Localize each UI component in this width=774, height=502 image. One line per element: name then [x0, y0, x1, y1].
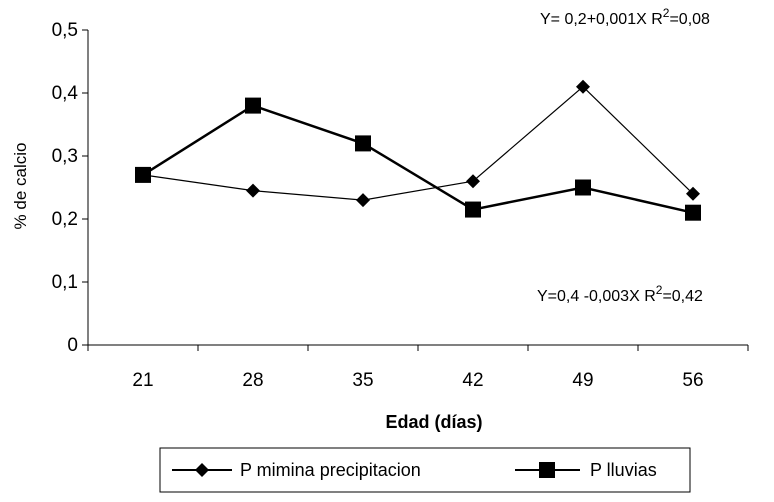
legend-label-series-1: P mimina precipitacion [240, 460, 421, 480]
y-tick-label: 0 [67, 335, 78, 356]
x-tick-label: 35 [352, 370, 373, 391]
y-tick-label: 0,1 [52, 272, 78, 293]
y-ticks: 0 0,1 0,2 0,3 0,4 0,5 [52, 20, 88, 356]
y-tick-label: 0,2 [52, 209, 78, 230]
diamond-marker [356, 193, 370, 208]
legend-label-series-2: P lluvias [590, 460, 657, 480]
square-marker [685, 204, 701, 221]
regression-annotation-top: Y= 0,2+0,001X R2=0,08 [540, 6, 710, 28]
series-line-2 [142, 104, 694, 214]
annotation-bottom-sup: 2 [656, 283, 663, 297]
y-tick-label: 0,5 [52, 20, 78, 41]
legend-box [159, 447, 691, 493]
square-marker [575, 179, 591, 196]
annotation-top-base: Y= 0,2+0,001X R [540, 11, 663, 28]
x-axis-title: Edad (días) [385, 412, 482, 432]
series-line-1 [142, 85, 694, 201]
legend-diamond-marker [195, 463, 209, 477]
y-tick-label: 0,4 [52, 83, 79, 104]
x-ticks: 21 28 35 42 49 56 [87, 345, 749, 391]
annotation-bottom-tail: =0,42 [662, 288, 703, 305]
x-tick-label: 56 [682, 370, 703, 391]
x-tick-label: 21 [132, 370, 153, 391]
legend-square-marker [539, 462, 555, 478]
annotation-top-sup: 2 [663, 6, 670, 20]
annotation-top-tail: =0,08 [669, 11, 710, 28]
diamond-marker [466, 174, 480, 189]
y-axis-title: % de calcio [11, 143, 30, 230]
annotation-bottom-base: Y=0,4 -0,003X R [537, 288, 656, 305]
square-marker [355, 135, 371, 152]
diamond-marker [576, 79, 590, 94]
diamond-marker [246, 183, 260, 198]
diamond-marker [686, 186, 700, 201]
x-tick-label: 42 [462, 370, 483, 391]
square-marker [465, 201, 481, 218]
legend: P mimina precipitacion P lluvias [159, 447, 691, 493]
square-marker [245, 97, 261, 114]
regression-annotation-bottom: Y=0,4 -0,003X R2=0,42 [537, 283, 703, 305]
series-layer [135, 79, 701, 221]
x-tick-label: 49 [572, 370, 593, 391]
y-tick-label: 0,3 [52, 146, 78, 167]
square-marker [135, 166, 151, 183]
x-tick-label: 28 [242, 370, 263, 391]
